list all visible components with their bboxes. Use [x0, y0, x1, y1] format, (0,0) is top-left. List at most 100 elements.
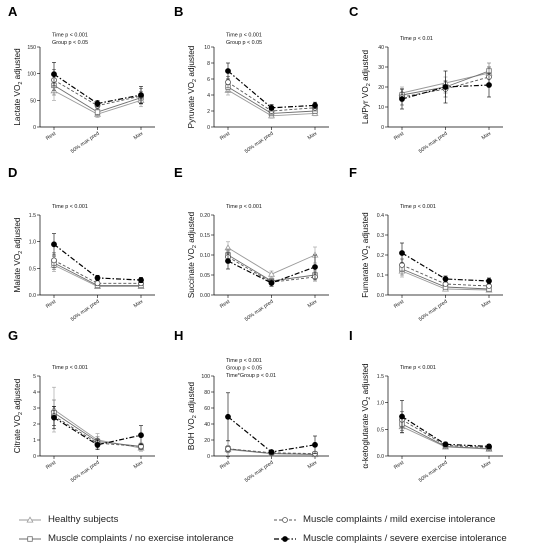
series-line [53, 417, 142, 446]
legend-marker-square-icon [19, 535, 41, 542]
y-tick-label: 0.10 [200, 253, 210, 259]
data-point [442, 276, 449, 282]
y-tick-label: 6 [207, 77, 210, 83]
data-point [486, 443, 492, 450]
y-tick-label: 1.0 [377, 401, 384, 407]
data-point [268, 280, 275, 286]
y-tick-label: 1.5 [377, 374, 384, 380]
y-tick-label: 80 [204, 390, 210, 396]
legend-item-mild-intolerance: Muscle complaints / mild exercise intole… [273, 514, 495, 525]
data-point [268, 449, 275, 455]
y-axis-label: La/Pyr VO2 adjusted [361, 50, 372, 125]
x-tick-label: 50% max pred [418, 131, 449, 155]
chart-panel-i: I 0.0 0.5 1.0 1.5 Rest 50% max pred Max α-ketogl… [349, 328, 503, 484]
y-tick-label: 2 [207, 109, 210, 115]
y-tick-label: 1.5 [29, 213, 36, 219]
data-point [486, 82, 492, 88]
stats-annotation: Time p < 0.001 [52, 33, 88, 39]
data-point [51, 71, 57, 78]
y-tick-label: 0.1 [377, 273, 384, 279]
x-tick-label: 50% max pred [244, 131, 275, 155]
y-tick-label: 10 [378, 105, 384, 111]
series-line [53, 259, 141, 284]
series-line [53, 243, 142, 281]
y-axis-label: Lactate VO2 adjusted [13, 48, 24, 126]
data-point [225, 413, 231, 420]
panel-label: B [174, 4, 183, 19]
data-point [94, 100, 101, 107]
y-tick-label: 10 [204, 45, 210, 51]
data-point [51, 414, 57, 421]
legend-label: Muscle complaints / mild exercise intole… [303, 514, 496, 525]
x-tick-label: Rest [393, 298, 406, 309]
y-tick-label: 1 [33, 438, 36, 444]
data-point [486, 278, 492, 284]
y-tick-label: 20 [204, 438, 210, 444]
data-point [312, 102, 318, 109]
y-tick-label: 0 [33, 125, 36, 131]
y-tick-label: 4 [33, 390, 36, 396]
chart-panel-g: G 0 1 2 3 4 5 Rest 50% max pred Max Citrate VO2 ad… [8, 328, 155, 484]
stats-annotation: Group p < 0.05 [226, 366, 262, 372]
y-tick-label: 0.4 [377, 213, 384, 219]
x-tick-label: 50% max pred [244, 299, 275, 323]
y-tick-label: 2 [33, 422, 36, 428]
y-tick-label: 1.0 [29, 240, 36, 246]
data-point [225, 79, 231, 86]
data-point [138, 277, 144, 283]
y-tick-label: 0.00 [200, 293, 210, 299]
y-axis-label: Succinate VO2 adjusted [187, 211, 198, 298]
legend-marker [27, 535, 33, 542]
series-line [227, 70, 316, 109]
y-tick-label: 0 [381, 125, 384, 131]
stats-annotation: Time*Group p < 0.01 [226, 373, 276, 379]
series-group [51, 406, 144, 450]
legend-marker [282, 516, 288, 523]
stats-annotation: Time p < 0.001 [52, 204, 88, 210]
panel-label: C [349, 4, 359, 19]
y-tick-label: 0.5 [29, 266, 36, 272]
x-tick-label: Rest [219, 298, 232, 309]
series-line [227, 448, 316, 455]
y-tick-label: 5 [33, 374, 36, 380]
chart-panel-b: B 0 2 4 6 8 10 Rest 50% max pred Max Pyruvate VO2 … [174, 4, 329, 155]
legend-marker [282, 535, 288, 542]
x-tick-label: Rest [393, 459, 406, 470]
x-tick-label: Max [133, 459, 145, 470]
y-tick-label: 100 [27, 72, 36, 78]
y-tick-label: 4 [207, 93, 210, 99]
y-tick-label: 0.3 [377, 233, 384, 239]
y-tick-label: 150 [27, 45, 36, 51]
y-tick-label: 0 [33, 454, 36, 460]
chart-panel-a: A 0 50 100 150 Rest 50% max pred Max Lactate VO2… [8, 4, 155, 155]
data-point [268, 270, 275, 277]
y-axis-label: Citrate VO2 adjusted [13, 378, 24, 453]
data-point [94, 441, 101, 448]
series-group [399, 242, 492, 285]
y-tick-label: 0.0 [29, 293, 36, 299]
x-tick-label: 50% max pred [418, 299, 449, 323]
data-point [399, 413, 405, 420]
series-group [224, 241, 319, 278]
panel-label: D [8, 165, 17, 180]
series-group [51, 233, 144, 284]
stats-annotation: Group p < 0.05 [226, 40, 262, 46]
y-tick-label: 0.2 [377, 253, 384, 259]
data-point [312, 264, 318, 270]
y-tick-label: 0 [207, 454, 210, 460]
stats-annotation: Time p < 0.001 [52, 365, 88, 371]
series-group [399, 70, 492, 110]
chart-panel-h: H 0 20 40 60 80 100 Rest 50% max pred Max BOH VO2 … [174, 328, 329, 484]
y-tick-label: 30 [378, 65, 384, 71]
stats-annotation: Time p < 0.001 [226, 204, 262, 210]
y-tick-label: 0.0 [377, 293, 384, 299]
y-tick-label: 100 [201, 374, 210, 380]
legend-marker-circle-open-icon [274, 516, 296, 523]
y-tick-label: 40 [204, 422, 210, 428]
data-point [399, 96, 405, 102]
series-line [227, 247, 316, 275]
data-point [94, 109, 101, 115]
y-axis-label: α-ketoglutarate VO2 adjusted [361, 363, 372, 469]
legend-item-healthy: Healthy subjects [18, 514, 118, 525]
